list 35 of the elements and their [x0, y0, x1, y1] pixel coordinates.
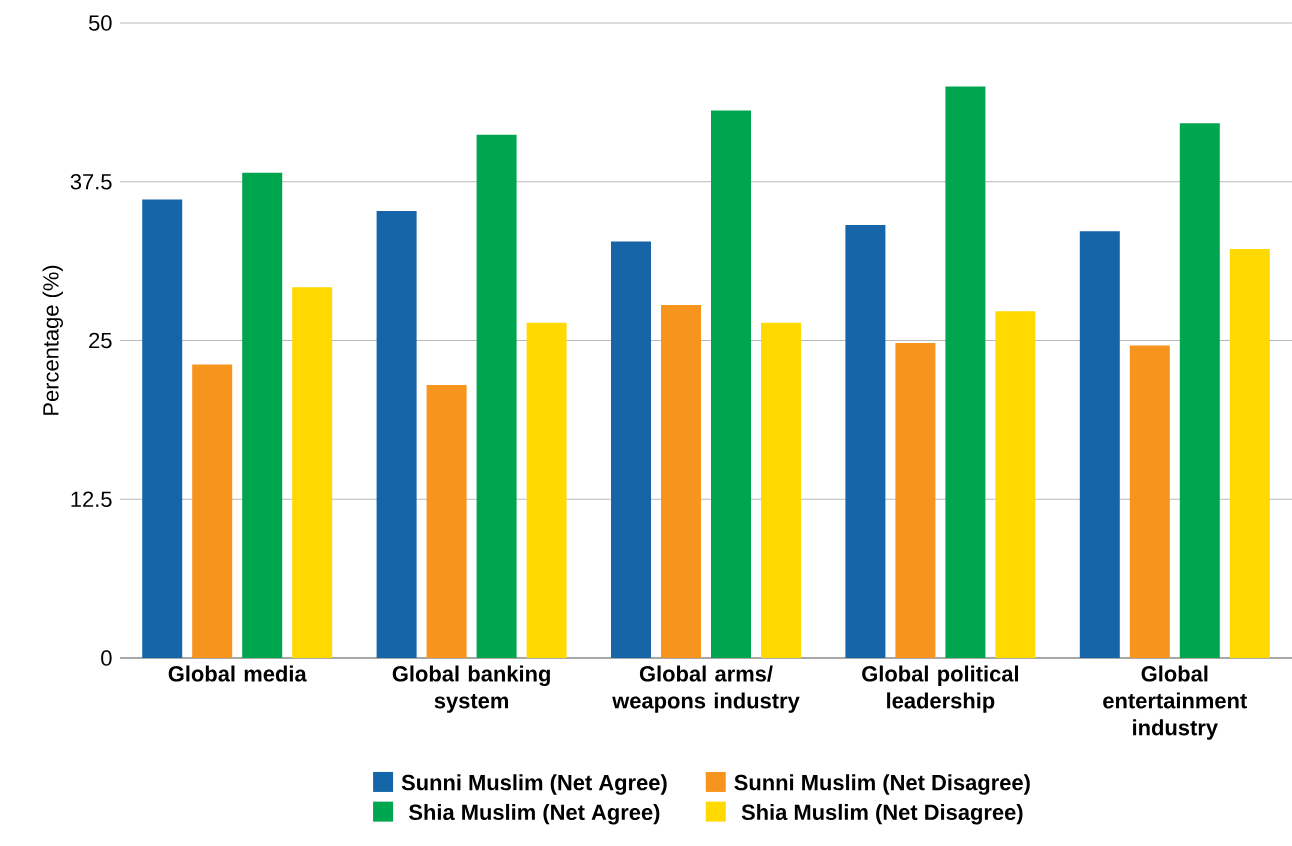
bar — [292, 287, 333, 658]
bar — [376, 210, 417, 658]
x-tick-label: Global media — [168, 665, 307, 682]
bar — [895, 343, 936, 658]
bar — [142, 199, 183, 658]
legend-label: Sunni Muslim (Net Agree) — [401, 774, 667, 795]
bar — [611, 241, 651, 658]
bar — [1229, 249, 1270, 658]
y-tick-label: 50 — [88, 15, 112, 31]
x-tick-label: Global banking system — [392, 665, 550, 713]
bar — [845, 224, 886, 658]
bar — [1179, 123, 1220, 658]
x-tick-label: Global entertainment industry — [1103, 665, 1247, 740]
x-tick-label: Global political leadership — [862, 665, 1019, 713]
bar — [711, 110, 751, 658]
bar — [761, 322, 801, 658]
x-tick-label: Global arms/ weapons industry — [612, 665, 800, 713]
bar — [192, 364, 233, 658]
bar — [242, 172, 283, 658]
bar — [476, 134, 517, 658]
y-tick-label: 37.5 — [70, 173, 112, 190]
bar — [995, 311, 1036, 658]
legend-label: Shia Muslim (Net Disagree) — [741, 803, 1023, 825]
y-tick-label: 12.5 — [71, 491, 112, 507]
bar — [426, 384, 467, 658]
legend-label: Shia Muslim (Net Agree) — [409, 803, 660, 825]
bar — [1079, 231, 1120, 658]
y-tick-label: 25 — [89, 332, 112, 349]
bar — [945, 86, 986, 658]
bar — [661, 304, 701, 658]
y-axis-title: Percentage (%) — [42, 265, 63, 415]
bar — [1129, 345, 1170, 658]
bar — [526, 322, 567, 658]
legend-label: Sunni Muslim (Net Disagree) — [734, 774, 1030, 795]
y-tick-label: 0 — [101, 650, 112, 666]
